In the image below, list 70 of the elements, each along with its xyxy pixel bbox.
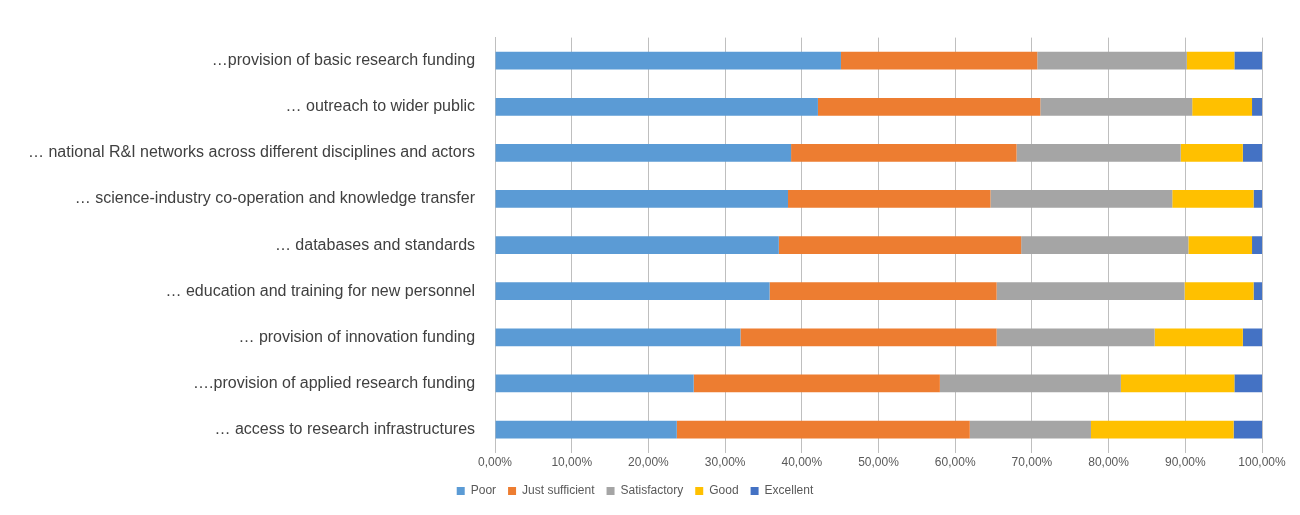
bar: [1021, 236, 1189, 254]
bar: [1180, 144, 1243, 162]
bar: [1154, 328, 1243, 347]
bar: [495, 51, 841, 70]
bar: [1090, 420, 1234, 439]
x-tick-label: 100,00%: [1238, 455, 1287, 470]
bar: [1252, 236, 1262, 254]
y-tick-label: … outreach to wider public: [285, 97, 476, 115]
bar: [840, 51, 1038, 70]
bar: [1186, 51, 1235, 70]
bar: [769, 282, 997, 301]
y-tick-label: … access to research infrastructures: [214, 419, 476, 437]
bar: [1016, 144, 1181, 162]
bar: [1253, 190, 1262, 208]
bar: [1253, 282, 1262, 301]
x-tick-label: 10,00%: [551, 455, 593, 470]
x-tick-label: 20,00%: [628, 455, 670, 470]
bar: [495, 282, 770, 301]
bar: [1192, 97, 1253, 116]
bar: [676, 420, 970, 439]
bar: [939, 374, 1121, 393]
bar: [996, 282, 1185, 301]
bar: [1234, 51, 1262, 70]
y-tick-label: ….provision of applied research funding: [193, 373, 476, 391]
legend-label: Satisfactory: [620, 483, 684, 498]
bar: [969, 420, 1091, 439]
x-tick-label: 40,00%: [781, 455, 823, 470]
y-tick-label: … provision of innovation funding: [238, 327, 476, 345]
bar: [740, 328, 997, 347]
bar: [788, 190, 991, 208]
bar: [1120, 374, 1235, 393]
x-tick-label: 50,00%: [858, 455, 900, 470]
bar: [495, 236, 779, 254]
legend-label: Poor: [470, 483, 497, 498]
bar: [495, 420, 677, 439]
x-tick-label: 70,00%: [1011, 455, 1053, 470]
bar: [1037, 51, 1187, 70]
x-tick-label: 90,00%: [1164, 455, 1206, 470]
y-tick-label: … science-industry co-operation and knowledge transfer: [74, 189, 476, 207]
bar: [693, 374, 940, 393]
bar: [495, 190, 789, 208]
bar: [1172, 190, 1254, 208]
x-tick-label: 0,00%: [478, 455, 513, 470]
x-tick-label: 30,00%: [704, 455, 746, 470]
y-tick-label: …provision of basic research funding: [211, 51, 476, 69]
bar: [495, 328, 741, 347]
bar: [1242, 144, 1262, 162]
bar: [1233, 420, 1262, 439]
x-tick-label: 60,00%: [934, 455, 976, 470]
bar: [495, 374, 694, 393]
bar: [1242, 328, 1262, 347]
bar: [817, 97, 1041, 116]
y-tick-label: … databases and standards: [274, 235, 476, 253]
bar: [1188, 236, 1253, 254]
legend-label: Just sufficient: [522, 483, 596, 498]
bar: [1184, 282, 1254, 301]
bar: [1252, 97, 1262, 116]
y-tick-label: … national R&I networks across different disciplines and actors: [28, 143, 476, 161]
bar: [990, 190, 1173, 208]
bar: [996, 328, 1155, 347]
legend-label: Good: [709, 483, 739, 498]
bar: [778, 236, 1022, 254]
legend-label: Excellent: [764, 483, 814, 498]
x-tick-label: 80,00%: [1088, 455, 1130, 470]
bar: [1234, 374, 1262, 393]
bar: [495, 144, 792, 162]
bar: [1040, 97, 1193, 116]
bar: [791, 144, 1017, 162]
bar: [495, 97, 818, 116]
y-tick-label: … education and training for new personnel: [165, 281, 476, 299]
